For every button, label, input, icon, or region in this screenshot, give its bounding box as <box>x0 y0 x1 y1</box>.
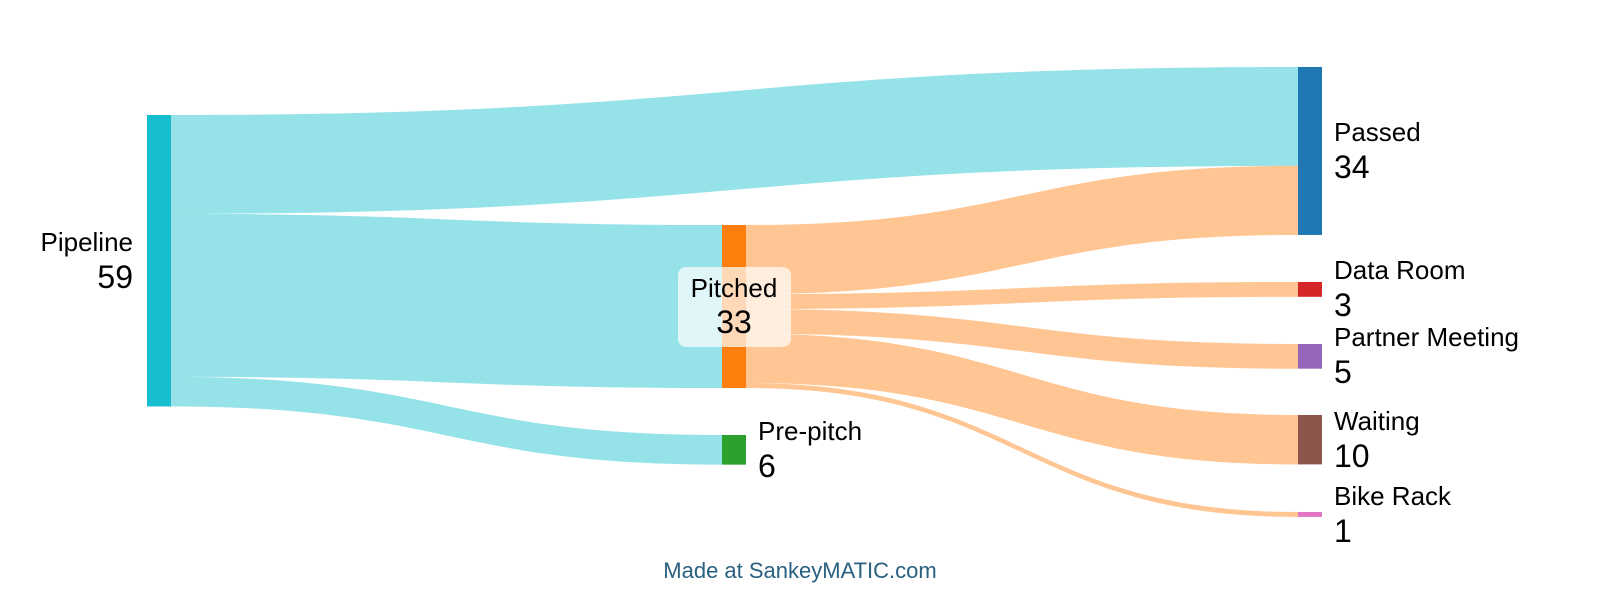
flows <box>171 67 1298 517</box>
flow-pipeline-to-prepitch <box>171 376 722 465</box>
label-partner-value: 5 <box>1334 354 1352 390</box>
label-prepitch-value: 6 <box>758 448 776 484</box>
node-prepitch <box>722 435 746 465</box>
label-prepitch-name: Pre-pitch <box>758 416 862 446</box>
label-waiting-value: 10 <box>1334 438 1370 474</box>
flow-pitched-to-passed <box>746 165 1298 295</box>
label-pipeline-value: 59 <box>97 259 133 295</box>
flow-pitched-to-dataroom <box>746 282 1298 309</box>
node-bikerack <box>1298 512 1322 517</box>
footer-credit[interactable]: Made at SankeyMATIC.com <box>663 558 936 583</box>
label-pitched-name: Pitched <box>691 273 778 303</box>
flow-pitched-to-bikerack <box>746 383 1298 517</box>
node-passed <box>1298 67 1322 235</box>
label-dataroom-name: Data Room <box>1334 255 1466 285</box>
label-waiting-name: Waiting <box>1334 406 1420 436</box>
label-passed-name: Passed <box>1334 117 1421 147</box>
label-pipeline-name: Pipeline <box>40 227 133 257</box>
node-dataroom <box>1298 282 1322 297</box>
label-bikerack-value: 1 <box>1334 513 1352 549</box>
flow-pitched-to-waiting <box>746 333 1298 465</box>
label-pitched-value: 33 <box>716 304 752 340</box>
node-partner <box>1298 344 1322 369</box>
flow-pitched-to-partner <box>746 308 1298 369</box>
flow-pipeline-to-pitched <box>171 213 722 389</box>
label-dataroom-value: 3 <box>1334 287 1352 323</box>
node-waiting <box>1298 415 1322 465</box>
label-partner-name: Partner Meeting <box>1334 322 1519 352</box>
label-bikerack-name: Bike Rack <box>1334 481 1452 511</box>
label-passed-value: 34 <box>1334 149 1370 185</box>
node-pipeline <box>147 115 171 407</box>
flow-pipeline-to-passed <box>171 67 1298 214</box>
sankeymatic-credit-link[interactable]: Made at SankeyMATIC.com <box>663 558 936 583</box>
label-pitched-background <box>678 267 791 347</box>
